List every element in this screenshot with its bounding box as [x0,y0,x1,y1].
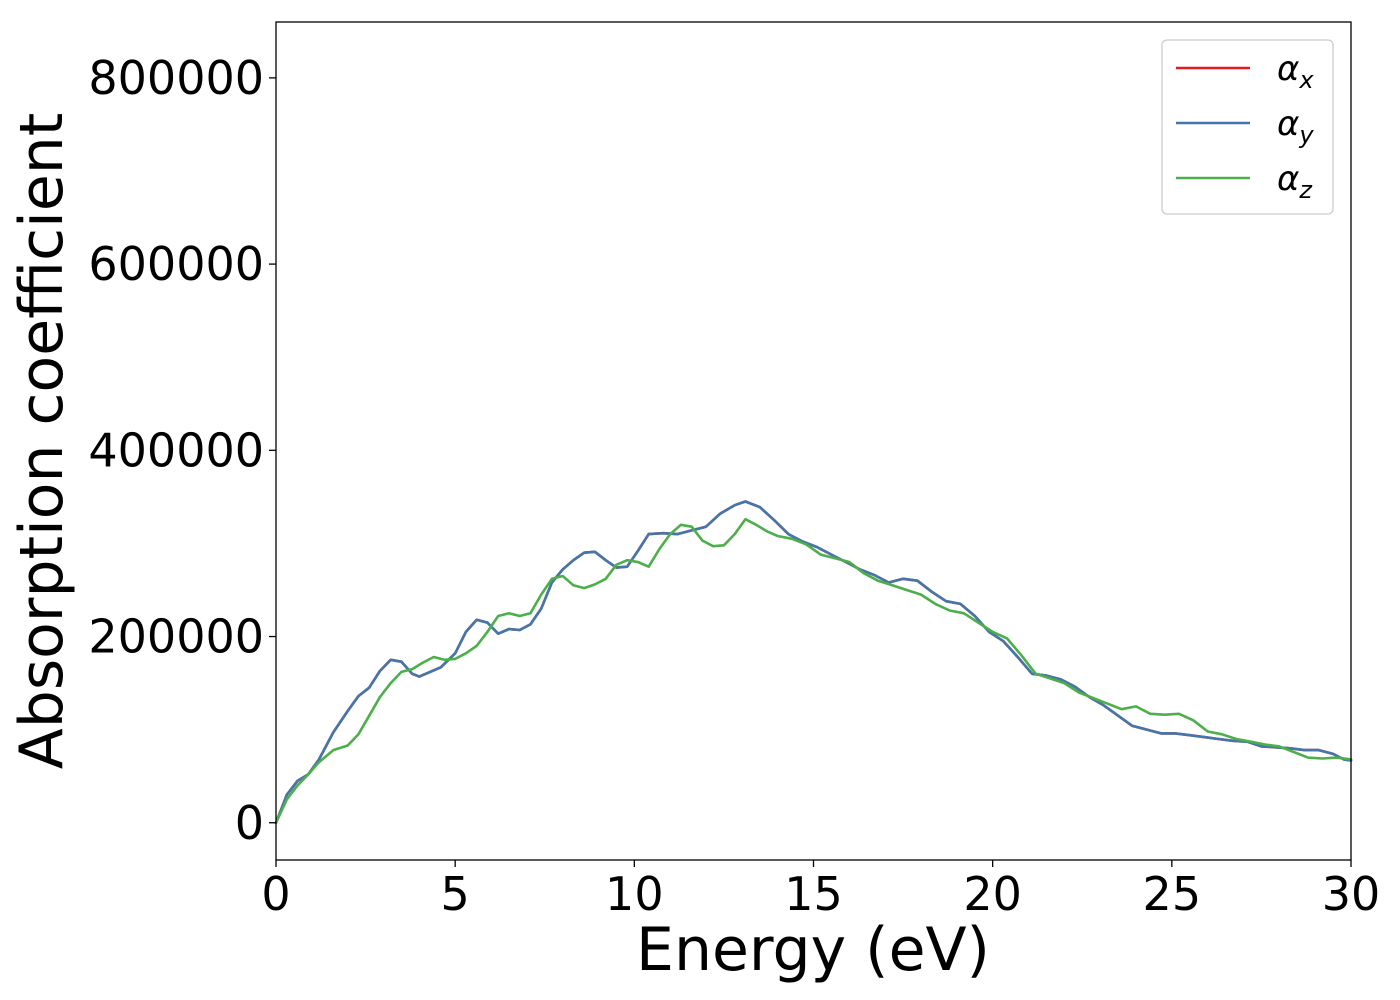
series-line-y [274,500,1353,825]
series-layer [274,500,1353,825]
y-tick-label: 0 [235,796,264,850]
x-tick-label: 30 [1322,867,1381,921]
y-tick-label: 200000 [88,610,264,664]
legend-box [1161,39,1334,215]
legend-symbol: α [1277,104,1299,144]
y-axis-label: Absorption coefficient [7,113,77,770]
series-line-z [274,517,1353,825]
legend-symbol: α [1277,159,1299,199]
y-tick-label: 600000 [88,237,264,291]
x-axis-label: Energy (eV) [636,915,990,985]
y-tick-label: 800000 [88,51,264,105]
legend-label-x: αx [1277,49,1314,94]
legend-subscript: z [1298,176,1313,204]
x-tick-label: 5 [441,867,470,921]
legend-label-y: αy [1277,104,1314,149]
x-tick-label: 20 [963,867,1022,921]
x-tick-label: 25 [1143,867,1202,921]
legend-symbol: α [1277,49,1299,89]
x-tick-label: 0 [261,867,290,921]
x-axis-ticks: 0 5 10 15 20 25 30 [261,860,1380,921]
y-axis-ticks: 0 200000 400000 600000 800000 [88,51,276,850]
legend-subscript: x [1298,66,1314,94]
legend-label-z: αz [1277,159,1313,204]
x-tick-label: 10 [605,867,664,921]
x-tick-label: 15 [784,867,843,921]
legend-subscript: y [1298,121,1314,149]
y-tick-label: 400000 [88,423,264,477]
